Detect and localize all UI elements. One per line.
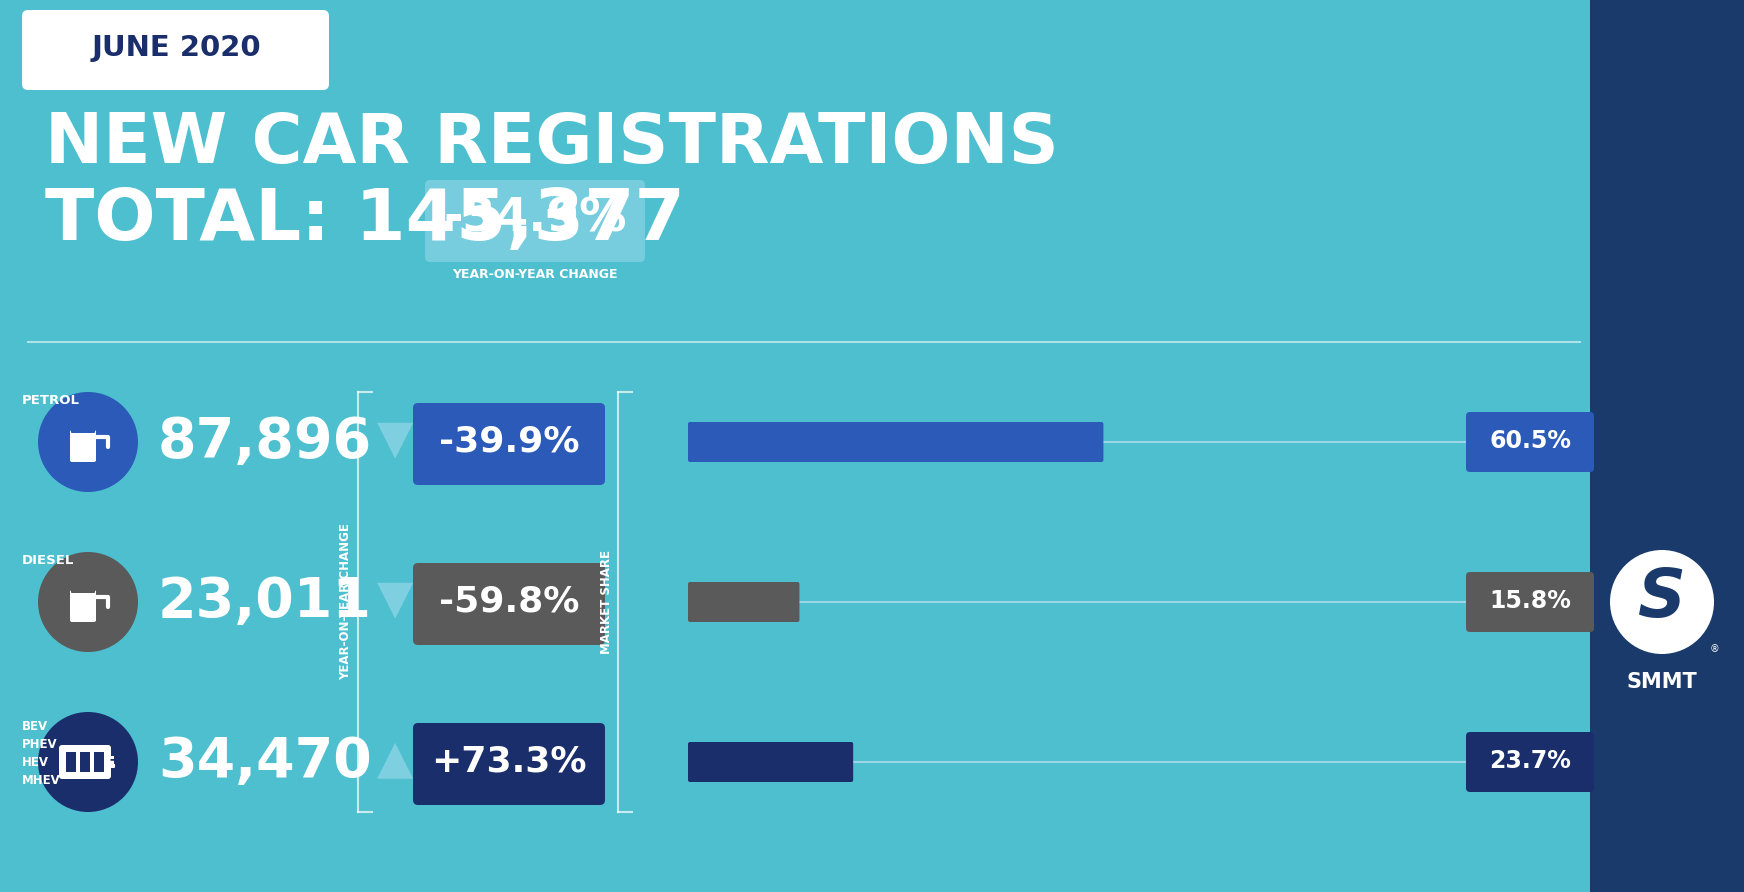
FancyBboxPatch shape	[106, 756, 115, 768]
Text: 23.7%: 23.7%	[1489, 749, 1571, 773]
Text: JUNE 2020: JUNE 2020	[91, 34, 262, 62]
FancyBboxPatch shape	[426, 180, 645, 262]
Text: 23,011: 23,011	[159, 575, 371, 629]
Text: MARKET SHARE: MARKET SHARE	[600, 550, 612, 654]
FancyBboxPatch shape	[413, 723, 605, 805]
Text: PETROL: PETROL	[23, 393, 80, 407]
Text: PHEV: PHEV	[23, 738, 58, 750]
Text: -34.9%: -34.9%	[443, 196, 626, 242]
FancyBboxPatch shape	[23, 10, 330, 90]
FancyBboxPatch shape	[1467, 572, 1594, 632]
FancyBboxPatch shape	[59, 745, 112, 779]
FancyBboxPatch shape	[94, 752, 105, 772]
Text: ▼: ▼	[377, 577, 413, 623]
FancyBboxPatch shape	[72, 423, 94, 433]
FancyBboxPatch shape	[1591, 0, 1744, 892]
FancyBboxPatch shape	[687, 422, 1104, 462]
Circle shape	[38, 392, 138, 492]
FancyBboxPatch shape	[413, 563, 605, 645]
Text: 34,470: 34,470	[159, 735, 371, 789]
FancyBboxPatch shape	[70, 590, 96, 622]
Text: +: +	[108, 753, 120, 767]
Text: 87,896: 87,896	[159, 415, 371, 469]
Text: ▼: ▼	[377, 417, 413, 462]
FancyBboxPatch shape	[687, 582, 799, 622]
FancyBboxPatch shape	[687, 742, 853, 782]
Text: DIESEL: DIESEL	[23, 554, 75, 566]
Circle shape	[38, 712, 138, 812]
Text: MHEV: MHEV	[23, 773, 61, 787]
FancyBboxPatch shape	[66, 752, 77, 772]
Text: SMMT: SMMT	[1627, 672, 1697, 692]
Text: 60.5%: 60.5%	[1489, 429, 1571, 453]
Text: ▲: ▲	[377, 738, 413, 782]
Text: +73.3%: +73.3%	[431, 745, 586, 779]
Text: 15.8%: 15.8%	[1489, 589, 1571, 613]
Text: YEAR-ON-YEAR CHANGE: YEAR-ON-YEAR CHANGE	[340, 524, 352, 681]
FancyBboxPatch shape	[1467, 412, 1594, 472]
FancyBboxPatch shape	[70, 430, 96, 462]
Text: NEW CAR REGISTRATIONS: NEW CAR REGISTRATIONS	[45, 111, 1059, 178]
FancyBboxPatch shape	[80, 752, 91, 772]
Text: S: S	[1638, 565, 1686, 631]
FancyBboxPatch shape	[413, 403, 605, 485]
Text: HEV: HEV	[23, 756, 49, 769]
Text: BEV: BEV	[23, 720, 49, 732]
Text: -39.9%: -39.9%	[439, 425, 579, 459]
Text: YEAR-ON-YEAR CHANGE: YEAR-ON-YEAR CHANGE	[452, 268, 617, 280]
Circle shape	[1610, 550, 1714, 654]
Circle shape	[38, 552, 138, 652]
Text: -59.8%: -59.8%	[439, 585, 579, 619]
FancyBboxPatch shape	[72, 583, 94, 593]
FancyBboxPatch shape	[1467, 732, 1594, 792]
Text: ®: ®	[1709, 644, 1720, 654]
Text: TOTAL: 145,377: TOTAL: 145,377	[45, 186, 685, 254]
